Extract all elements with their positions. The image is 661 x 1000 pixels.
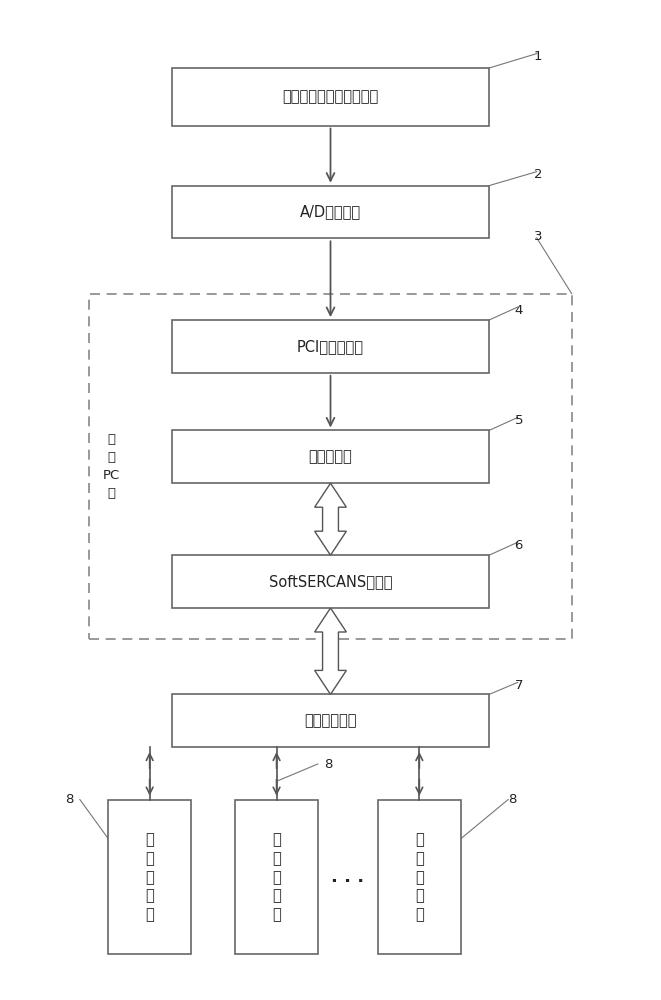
Text: 銃削控制器: 銃削控制器: [309, 449, 352, 464]
Text: 1: 1: [533, 50, 542, 63]
Bar: [108, 800, 191, 954]
Text: 三向压电式测力仪传感器: 三向压电式测力仪传感器: [282, 89, 379, 104]
Bar: [89, 294, 572, 639]
Text: 5: 5: [514, 414, 523, 427]
Text: 3: 3: [533, 230, 542, 243]
Text: 4: 4: [514, 304, 523, 317]
Text: SoftSERCANS通讯卡: SoftSERCANS通讯卡: [269, 574, 392, 589]
Bar: [378, 800, 461, 954]
Text: 何
服
驱
动
器: 何 服 驱 动 器: [415, 833, 424, 922]
Bar: [172, 186, 489, 238]
Text: 工
业
PC
机: 工 业 PC 机: [103, 433, 120, 500]
Text: A/D转换电路: A/D转换电路: [300, 205, 361, 220]
Text: 8: 8: [508, 793, 516, 806]
Text: 6: 6: [514, 539, 523, 552]
Bar: [172, 555, 489, 608]
Bar: [172, 430, 489, 483]
Polygon shape: [315, 608, 346, 694]
Bar: [172, 320, 489, 373]
Text: 何
服
驱
动
器: 何 服 驱 动 器: [272, 833, 281, 922]
Text: 7: 7: [514, 679, 523, 692]
Text: . . .: . . .: [331, 868, 364, 886]
Bar: [172, 694, 489, 747]
Polygon shape: [315, 483, 346, 555]
Bar: [172, 68, 489, 126]
Text: PCI数据采集卡: PCI数据采集卡: [297, 339, 364, 354]
Text: 何
服
驱
动
器: 何 服 驱 动 器: [145, 833, 154, 922]
Text: 8: 8: [65, 793, 73, 806]
Text: 8: 8: [324, 758, 332, 770]
Text: 2: 2: [533, 168, 542, 181]
Text: 输入输出模块: 输入输出模块: [304, 713, 357, 728]
Bar: [235, 800, 318, 954]
